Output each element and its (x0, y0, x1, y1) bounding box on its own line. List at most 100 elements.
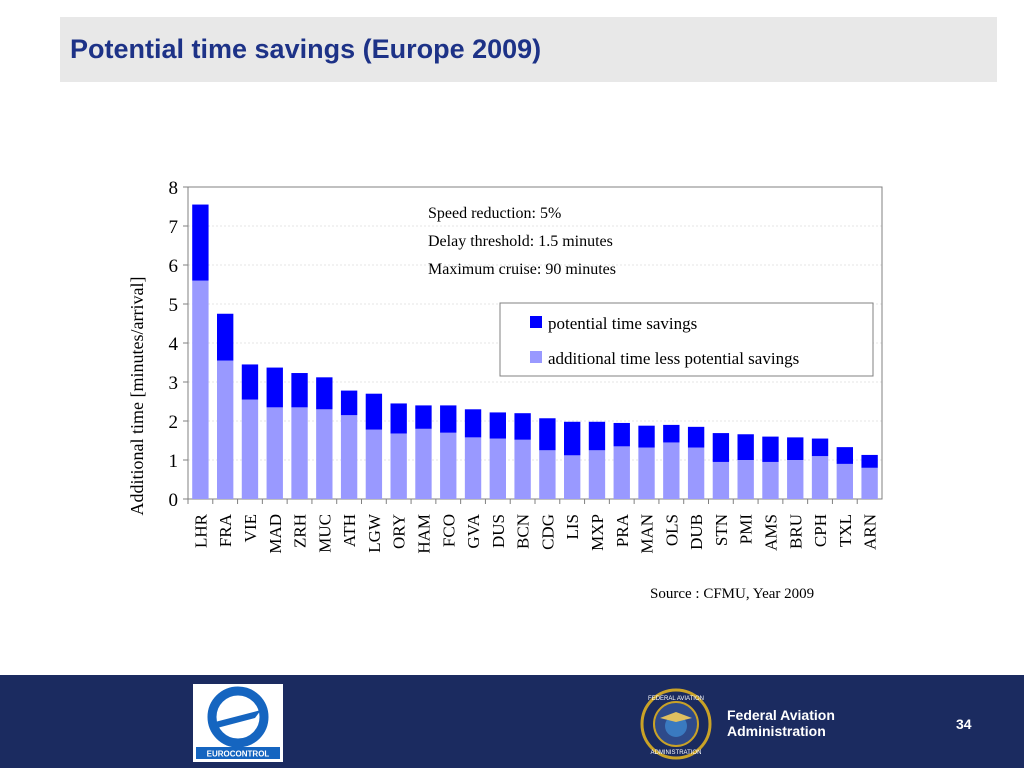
x-tick-label: MXP (588, 514, 607, 551)
bar-additional-ath (340, 415, 358, 499)
bar-additional-zrh (291, 407, 308, 499)
x-tick-label: ATH (340, 514, 359, 547)
bar-savings-pra (613, 422, 630, 447)
legend-label-additional: additional time less potential savings (548, 349, 799, 368)
bar-savings-gva (464, 409, 482, 438)
bar-savings-muc (316, 377, 333, 410)
bar-savings-ath (340, 390, 358, 416)
bar-savings-pmi (737, 434, 754, 460)
bar-savings-vie (241, 364, 259, 400)
source-note: Source : CFMU, Year 2009 (650, 586, 814, 602)
bar-additional-dus (489, 438, 506, 499)
bar-savings-man (638, 425, 655, 448)
x-tick-label: FRA (216, 513, 235, 547)
bar-additional-muc (316, 409, 333, 499)
x-tick-label: AMS (761, 514, 780, 551)
bar-savings-txl (836, 447, 853, 464)
stacked-bar-chart: 0 1 2 3 4 5 6 7 8 LHR FRA VIE MAD ZRH MUC ATH LGW ORY HAM F… (127, 178, 883, 602)
x-tick-label: MAD (266, 514, 285, 554)
x-tick-label: ARN (861, 514, 880, 550)
bar-savings-lhr (192, 204, 209, 281)
y-tick-label: 7 (169, 217, 179, 238)
legend-box (499, 302, 874, 377)
bar-savings-mad (266, 367, 283, 408)
bar-additional-ham (415, 428, 432, 499)
x-tick-label: LGW (365, 513, 384, 553)
x-tick-label: ZRH (291, 514, 310, 548)
y-tick-label: 8 (169, 178, 179, 199)
bar-additional-lhr (192, 280, 209, 499)
page-number: 34 (956, 716, 972, 732)
legend: potential time savings additional time l… (499, 302, 874, 377)
x-tick-label: DUB (687, 514, 706, 550)
y-tick-label: 3 (169, 373, 179, 394)
x-tick-label: ORY (390, 514, 409, 549)
bar-savings-lis (564, 421, 581, 456)
annotation-1: Speed reduction: 5% (428, 205, 561, 222)
bar-additional-dub (687, 447, 705, 499)
legend-label-savings: potential time savings (548, 314, 697, 333)
bar-additional-cdg (539, 450, 556, 499)
x-tick-label: FCO (439, 514, 458, 547)
bar-additional-lgw (365, 429, 383, 499)
bar-additional-bcn (514, 439, 531, 499)
bar-additional-mad (266, 407, 283, 499)
bar-savings-dub (687, 426, 705, 448)
bar-additional-fco (440, 432, 457, 499)
bar-savings-ols (663, 424, 680, 443)
bar-savings-stn (712, 433, 730, 462)
x-tick-label: MUC (315, 514, 334, 553)
bar-savings-fco (440, 405, 457, 433)
bar-additional-ory (390, 433, 407, 499)
bar-additional-lis (564, 455, 581, 499)
bar-savings-cdg (539, 418, 556, 451)
bar-savings-arn (861, 454, 878, 468)
y-tick-label: 1 (169, 451, 179, 472)
x-tick-label: MAN (638, 514, 657, 554)
x-tick-label: BRU (786, 514, 805, 549)
bar-additional-vie (241, 399, 259, 499)
x-tick-label: BCN (514, 514, 533, 549)
bar-additional-gva (464, 437, 482, 499)
x-tick-label: VIE (241, 514, 260, 542)
bar-savings-mxp (588, 421, 606, 451)
y-tick-label: 2 (169, 412, 179, 433)
x-tick-label: TXL (836, 514, 855, 547)
bar-additional-man (638, 447, 655, 499)
y-tick-label: 5 (169, 295, 179, 316)
x-tick-label: LHR (191, 513, 210, 548)
x-tick-label: LIS (563, 514, 582, 540)
x-tick-label: CPH (811, 514, 830, 547)
bar-savings-ham (415, 405, 432, 429)
bar-additional-pmi (737, 460, 754, 499)
x-tick-label: PRA (613, 513, 632, 547)
bar-additional-ams (762, 461, 779, 499)
y-tick-label: 6 (169, 256, 179, 277)
bar-savings-ory (390, 403, 407, 434)
bar-savings-fra (217, 313, 234, 361)
svg-text:EUROCONTROL: EUROCONTROL (207, 750, 270, 759)
eurocontrol-logo: EUROCONTROL (193, 684, 283, 762)
y-tick-label: 4 (169, 334, 179, 355)
faa-seal-icon: FEDERAL AVIATION ADMINISTRATION (640, 688, 712, 760)
bar-savings-bcn (514, 413, 531, 440)
bar-additional-stn (712, 461, 730, 499)
seal-text-top: FEDERAL AVIATION (648, 696, 704, 702)
agency-name-line2: Administration (727, 723, 826, 739)
bar-additional-ols (663, 442, 680, 499)
x-tick-label: PMI (737, 514, 756, 545)
x-tick-label: CDG (538, 514, 557, 550)
agency-name-line1: Federal Aviation (727, 707, 835, 723)
bar-savings-ams (762, 436, 779, 462)
bar-savings-cph (811, 438, 829, 457)
x-tick-label: OLS (662, 514, 681, 546)
title-bar: Potential time savings (Europe 2009) (60, 17, 997, 82)
annotation-3: Maximum cruise: 90 minutes (428, 261, 616, 278)
x-tick-label: STN (712, 514, 731, 546)
legend-swatch-savings (530, 316, 542, 328)
bar-savings-lgw (365, 393, 383, 430)
bar-additional-txl (836, 463, 853, 499)
bar-additional-bru (787, 460, 804, 499)
bar-savings-zrh (291, 373, 308, 408)
bar-additional-arn (861, 467, 878, 499)
